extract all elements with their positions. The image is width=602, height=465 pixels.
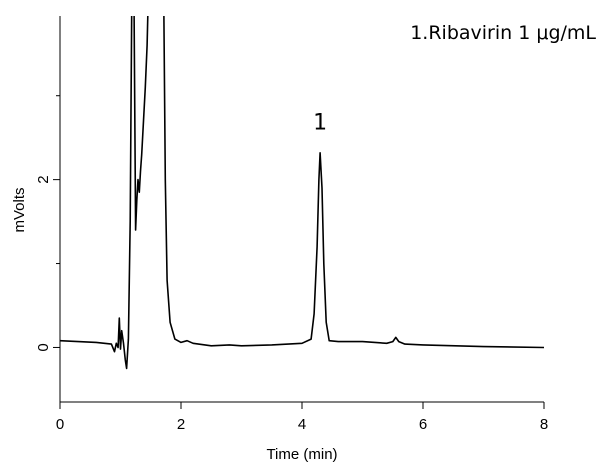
y-ticks: 02	[35, 95, 60, 352]
y-axis-title: mVolts	[11, 187, 28, 232]
x-tick-label: 6	[419, 416, 427, 433]
chromatogram-trace	[60, 16, 544, 370]
plot-area	[60, 16, 544, 370]
x-ticks: 0 2 4 6 8	[56, 402, 548, 433]
compound-annotation: 1.Ribavirin 1 μg/mL	[410, 22, 596, 44]
x-axis-title: Time (min)	[266, 446, 337, 463]
y-tick-label: 2	[35, 175, 52, 183]
x-tick-label: 2	[177, 416, 185, 433]
y-tick-label: 0	[35, 343, 52, 351]
x-tick-label: 8	[540, 416, 548, 433]
peak-label: 1	[313, 110, 327, 135]
x-tick-label: 4	[298, 416, 306, 433]
x-tick-label: 0	[56, 416, 64, 433]
